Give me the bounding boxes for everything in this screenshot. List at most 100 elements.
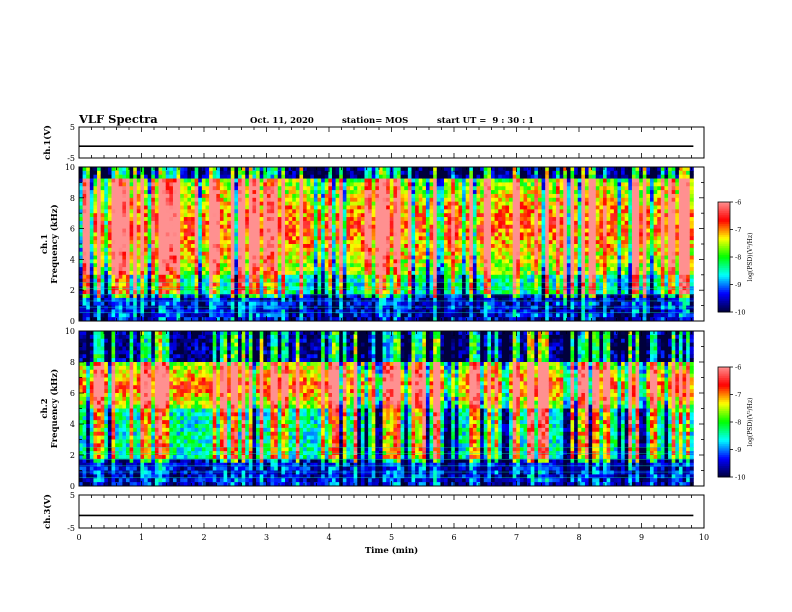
ch1-spectrogram-cell (79, 193, 84, 199)
ch1-spectrogram-cell (523, 205, 528, 210)
ch1-spectrogram-cell (274, 294, 279, 299)
ch1-spectrogram-cell (209, 228, 214, 233)
ch1-spectrogram-cell (415, 305, 420, 310)
ch1-spectrogram-cell (509, 182, 514, 187)
ch1-spectrogram-cell (465, 186, 470, 191)
ch1-spectrogram-cell (346, 317, 351, 322)
ch1-spectrogram-cell (429, 294, 434, 299)
ch1-spectrogram-cell (462, 236, 467, 241)
ch1-spectrogram-cell (274, 313, 279, 318)
ch1-spectrogram-cell (299, 244, 304, 249)
ch1-spectrogram-cell (270, 186, 275, 191)
ch1-spectrogram-cell (313, 224, 318, 229)
ch1-spectrogram-cell (147, 263, 152, 268)
ch1-spectrogram-cell (82, 263, 87, 268)
ch1-spectrogram-cell (183, 274, 188, 280)
ch1-spectrogram-cell (201, 282, 206, 287)
ch1-spectrogram-cell (465, 274, 470, 280)
ch1-spectrogram-cell (97, 274, 102, 280)
ch1-spectrogram-cell (154, 317, 159, 322)
ch1-spectrogram-cell (321, 232, 326, 237)
ch1-spectrogram-cell (198, 251, 203, 256)
ch1-spectrogram-cell (393, 301, 398, 306)
ch1-spectrogram-cell (498, 178, 503, 183)
ch1-spectrogram-cell (86, 251, 91, 256)
ch1-spectrogram-cell (223, 259, 228, 264)
ch1-spectrogram-cell (324, 174, 329, 179)
ch1-spectrogram-cell (122, 178, 127, 183)
ch1-spectrogram-cell (93, 236, 98, 241)
ch1-spectrogram-cell (241, 236, 246, 241)
ch1-spectrogram-cell (357, 201, 362, 206)
ch1-spectrogram-cell (125, 213, 130, 218)
ch1-spectrogram-cell (451, 240, 456, 245)
ch1-spectrogram-cell (382, 313, 387, 318)
ch1-spectrogram-cell (198, 220, 203, 226)
ch1-spectrogram-cell (252, 313, 257, 318)
ch1-spectrogram-cell (93, 297, 98, 303)
ch1-spectrogram-cell (125, 170, 130, 176)
ch1-spectrogram-cell (328, 228, 333, 233)
ch1-spectrogram-cell (527, 232, 532, 237)
ch1-spectrogram-cell (487, 213, 492, 218)
ch1-spectrogram-cell (444, 190, 449, 195)
ch1-spectrogram-cell (498, 301, 503, 306)
ch1-spectrogram-cell (458, 197, 463, 203)
ch1-spectrogram-cell (303, 294, 308, 299)
ch1-spectrogram-cell (501, 259, 506, 264)
ch1-spectrogram-cell (172, 301, 177, 306)
ch1-spectrogram-cell (187, 190, 192, 195)
ch1-spectrogram-cell (386, 186, 391, 191)
ch1-spectrogram-cell (368, 209, 373, 214)
ch1-spectrogram-cell (519, 309, 524, 314)
ch1-spectrogram-cell (411, 244, 416, 249)
ch1-spectrogram-cell (194, 274, 199, 280)
ch1-spectrogram-cell (386, 232, 391, 237)
ch1-spectrogram-cell (425, 313, 430, 318)
ch1-spectrogram-cell (227, 182, 232, 187)
ch1-spectrogram-cell (151, 278, 156, 283)
ch1-spectrogram-cell (512, 178, 517, 183)
ch1-spectrogram-cell (415, 205, 420, 210)
ch1-spectrogram-cell (270, 278, 275, 283)
ch1-spectrogram-cell (216, 244, 221, 249)
ch1-spectrogram-cell (205, 297, 210, 303)
ch1-spectrogram-cell (238, 259, 243, 264)
ch1-spectrogram-cell (353, 178, 358, 183)
ch1-spectrogram-cell (227, 232, 232, 237)
ch1-spectrogram-cell (328, 317, 333, 322)
ch1-spectrogram-cell (277, 305, 282, 310)
ch1-spectrogram-cell (216, 213, 221, 218)
ch1-spectrogram-cell (483, 278, 488, 283)
ch1-spectrogram-cell (451, 247, 456, 253)
ch1-spectrogram-cell (256, 193, 261, 199)
ch1-spectrogram-cell (115, 236, 120, 241)
ch1-spectrogram-cell (440, 290, 445, 295)
ch1-spectrogram-cell (93, 170, 98, 176)
ch1-spectrogram-cell (144, 297, 149, 303)
ch1-spectrogram-cell (89, 174, 94, 179)
ch1-spectrogram-cell (458, 228, 463, 233)
ch1-spectrogram-cell (295, 290, 300, 295)
ch1-spectrogram-cell (310, 305, 315, 310)
ch1-spectrogram-cell (516, 167, 521, 172)
ch1-spectrogram-cell (364, 255, 369, 260)
ch1-spectrogram-cell (295, 259, 300, 264)
ch1-spectrogram-cell (183, 217, 188, 222)
ch1-spectrogram-cell (364, 259, 369, 264)
ch1-spectrogram-cell (223, 213, 228, 218)
ch1-spectrogram-cell (407, 240, 412, 245)
ch1-spectrogram-cell (418, 182, 423, 187)
ch1-spectrogram-cell (209, 174, 214, 179)
ch1-spectrogram-cell (216, 251, 221, 256)
ch1-spectrogram-cell (458, 290, 463, 295)
ch1-spectrogram-cell (259, 213, 264, 218)
ch1-spectrogram-cell (256, 228, 261, 233)
ch1-spectrogram-cell (162, 297, 167, 303)
ch1-spectrogram-cell (154, 178, 159, 183)
ch1-spectrogram-cell (378, 259, 383, 264)
ch1-spectrogram-cell (378, 313, 383, 318)
ch1-spectrogram-cell (187, 224, 192, 229)
ch1-spectrogram-cell (393, 217, 398, 222)
ch1-spectrogram-cell (440, 244, 445, 249)
